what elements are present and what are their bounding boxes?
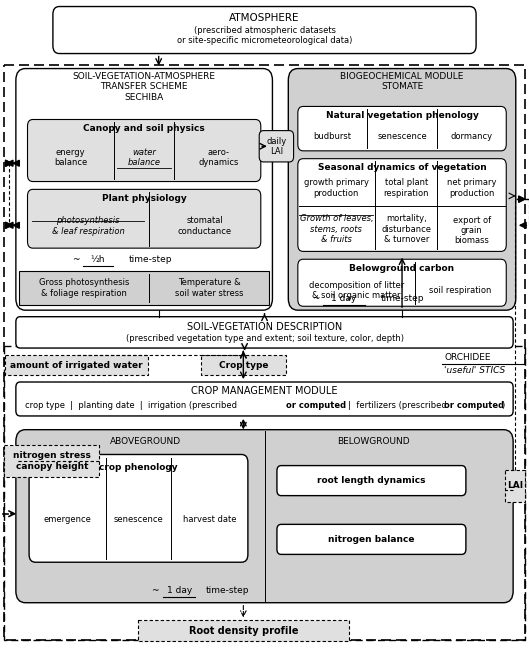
Text: nitrogen stress
canopy height: nitrogen stress canopy height (13, 451, 91, 471)
Text: Growth of leaves,
stems, roots
& fruits: Growth of leaves, stems, roots & fruits (299, 214, 373, 244)
FancyBboxPatch shape (53, 7, 476, 54)
Text: Canopy and soil physics: Canopy and soil physics (83, 124, 205, 133)
Text: or computed: or computed (286, 401, 346, 410)
Text: budburst: budburst (313, 132, 351, 141)
Text: SOIL-VEGETATION DESCRIPTION: SOIL-VEGETATION DESCRIPTION (187, 321, 342, 332)
Text: Root density profile: Root density profile (189, 626, 298, 636)
Bar (505, 470, 525, 502)
Text: Belowground carbon: Belowground carbon (350, 264, 454, 273)
FancyBboxPatch shape (298, 259, 506, 306)
Bar (5, 355, 148, 375)
Text: Crop type: Crop type (218, 360, 268, 370)
Text: or computed: or computed (444, 401, 505, 410)
Text: 'useful' STICS: 'useful' STICS (444, 366, 506, 375)
Bar (19, 271, 269, 305)
Text: senescence: senescence (114, 515, 163, 524)
Text: BIOGEOCHEMICAL MODULE
STOMATE: BIOGEOCHEMICAL MODULE STOMATE (340, 72, 464, 91)
FancyBboxPatch shape (16, 430, 513, 603)
Text: amount of irrigated water: amount of irrigated water (11, 360, 143, 370)
Text: photosynthesis
& leaf respiration: photosynthesis & leaf respiration (52, 216, 124, 236)
FancyBboxPatch shape (29, 454, 248, 562)
FancyBboxPatch shape (28, 189, 261, 248)
Text: Natural vegetation phenology: Natural vegetation phenology (326, 111, 478, 120)
Text: energy
balance: energy balance (54, 148, 87, 167)
Text: stomatal
conductance: stomatal conductance (178, 216, 232, 236)
Bar (138, 620, 349, 641)
Bar (4, 445, 99, 477)
Text: LAI: LAI (507, 481, 523, 490)
Text: soil respiration: soil respiration (429, 286, 491, 295)
Text: BELOWGROUND: BELOWGROUND (338, 437, 410, 446)
Bar (201, 355, 286, 375)
Text: CROP MANAGEMENT MODULE: CROP MANAGEMENT MODULE (191, 386, 338, 396)
Text: senescence: senescence (377, 132, 427, 141)
FancyBboxPatch shape (288, 69, 516, 310)
Text: water
balance: water balance (127, 148, 161, 167)
Text: export of
grain
biomass: export of grain biomass (453, 215, 491, 246)
Text: harvest date: harvest date (183, 515, 236, 524)
Text: Gross photosynthesis
& foliage respiration: Gross photosynthesis & foliage respirati… (39, 278, 129, 298)
Text: (prescribed vegetation type and extent; soil texture, color, depth): (prescribed vegetation type and extent; … (125, 334, 404, 343)
Text: SOIL-VEGETATION-ATMOSPHERE
TRANSFER SCHEME
SECHIBA: SOIL-VEGETATION-ATMOSPHERE TRANSFER SCHE… (72, 72, 216, 102)
Text: net primary
production: net primary production (447, 178, 497, 198)
FancyBboxPatch shape (16, 317, 513, 348)
Text: |  fertilizers (prescribed: | fertilizers (prescribed (343, 401, 449, 410)
FancyBboxPatch shape (277, 524, 466, 554)
FancyBboxPatch shape (16, 69, 272, 310)
Text: nitrogen balance: nitrogen balance (328, 535, 415, 544)
Text: crop phenology: crop phenology (99, 463, 178, 472)
Text: total plant
respiration: total plant respiration (384, 178, 429, 198)
FancyBboxPatch shape (16, 382, 513, 416)
Text: Temperature &
soil water stress: Temperature & soil water stress (175, 278, 243, 298)
Text: dormancy: dormancy (451, 132, 493, 141)
Text: ~: ~ (313, 294, 320, 303)
Text: Plant physiology: Plant physiology (102, 194, 187, 203)
FancyBboxPatch shape (277, 466, 466, 496)
Text: root length dynamics: root length dynamics (317, 476, 426, 485)
Text: ORCHIDEE: ORCHIDEE (444, 353, 491, 362)
FancyBboxPatch shape (259, 131, 294, 162)
Text: ½h: ½h (90, 255, 105, 264)
Text: 1 day: 1 day (331, 294, 357, 303)
Text: Seasonal dynamics of vegetation: Seasonal dynamics of vegetation (318, 163, 486, 172)
Bar (4, 65, 525, 640)
Bar (4, 346, 525, 640)
Text: 1 day: 1 day (167, 586, 193, 596)
Text: ATMOSPHERE: ATMOSPHERE (229, 13, 300, 24)
Text: time-step: time-step (206, 586, 249, 596)
FancyBboxPatch shape (28, 119, 261, 182)
Text: time-step: time-step (129, 255, 172, 264)
Text: emergence: emergence (43, 515, 92, 524)
Text: decomposition of litter
& soil organic matter: decomposition of litter & soil organic m… (308, 281, 404, 300)
Text: aero-
dynamics: aero- dynamics (198, 148, 239, 167)
Text: mortality,
disturbance
& turnover: mortality, disturbance & turnover (381, 214, 431, 244)
Text: time-step: time-step (380, 294, 424, 303)
Text: ): ) (501, 401, 505, 410)
Text: ABOVEGROUND: ABOVEGROUND (110, 437, 181, 446)
Text: ~: ~ (72, 255, 79, 264)
Text: growth primary
production: growth primary production (304, 178, 369, 198)
Text: crop type  |  planting date  |  irrigation (prescribed: crop type | planting date | irrigation (… (25, 401, 240, 410)
Text: daily
LAI: daily LAI (266, 136, 287, 156)
FancyBboxPatch shape (298, 106, 506, 151)
Text: (prescribed atmospheric datasets
or site-specific micrometeorological data): (prescribed atmospheric datasets or site… (177, 25, 352, 45)
FancyBboxPatch shape (298, 159, 506, 251)
Text: ~: ~ (151, 586, 159, 596)
